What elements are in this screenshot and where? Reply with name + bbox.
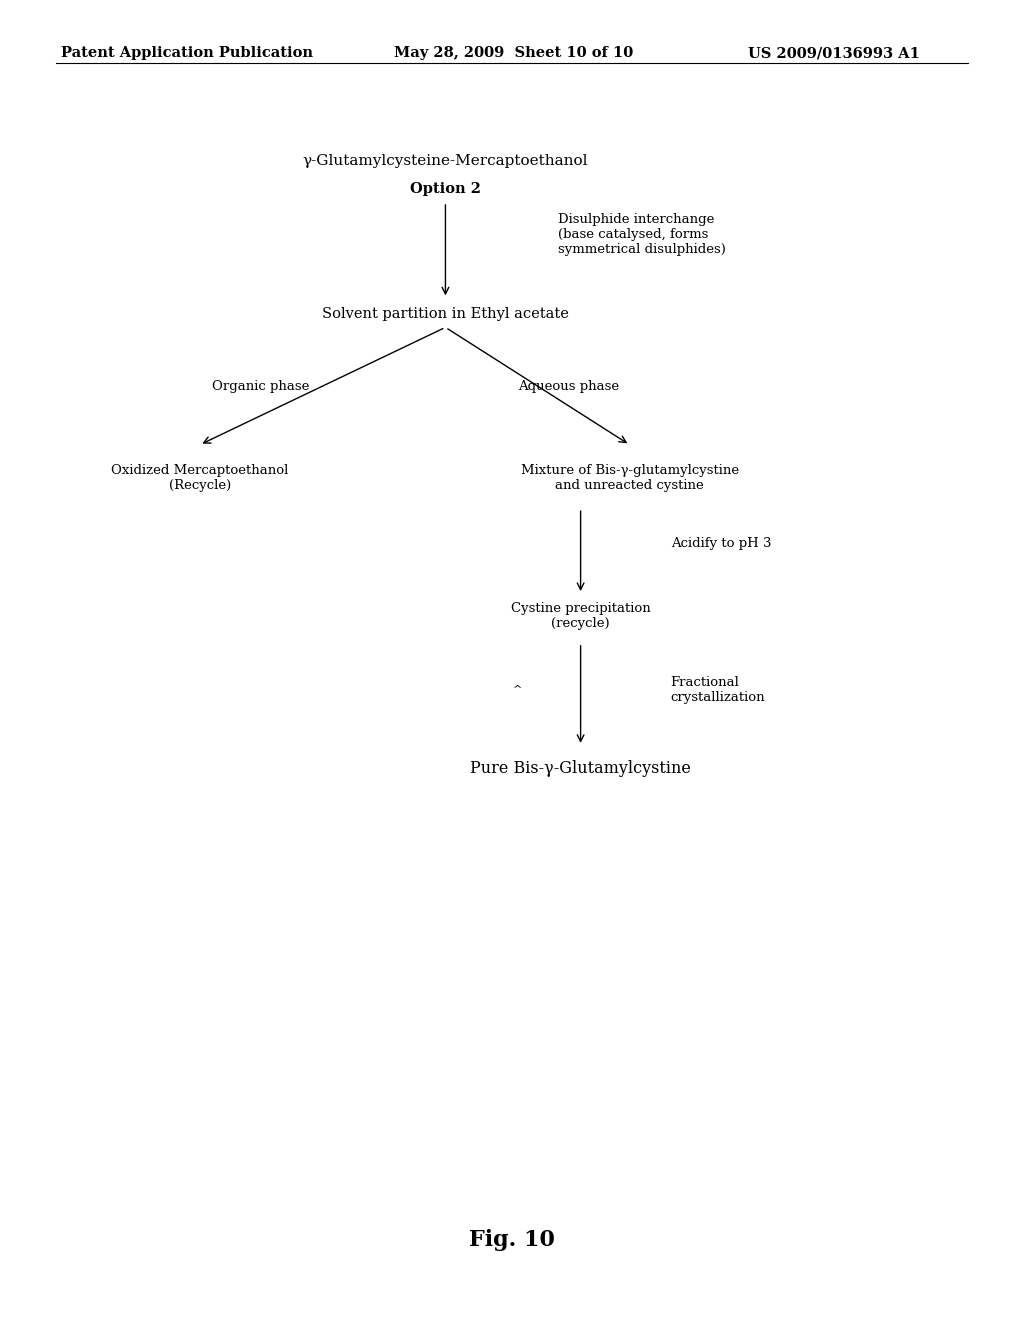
Text: Aqueous phase: Aqueous phase: [518, 380, 618, 393]
Text: Fractional
crystallization: Fractional crystallization: [671, 676, 765, 705]
Text: Solvent partition in Ethyl acetate: Solvent partition in Ethyl acetate: [322, 308, 569, 321]
Text: US 2009/0136993 A1: US 2009/0136993 A1: [748, 46, 920, 61]
Text: Mixture of Bis-γ-glutamylcystine
and unreacted cystine: Mixture of Bis-γ-glutamylcystine and unr…: [520, 463, 739, 492]
Text: Acidify to pH 3: Acidify to pH 3: [671, 537, 771, 550]
Text: Patent Application Publication: Patent Application Publication: [61, 46, 313, 61]
Text: Fig. 10: Fig. 10: [469, 1229, 555, 1251]
Text: Cystine precipitation
(recycle): Cystine precipitation (recycle): [511, 602, 650, 631]
Text: Disulphide interchange
(base catalysed, forms
symmetrical disulphides): Disulphide interchange (base catalysed, …: [558, 214, 726, 256]
Text: ^: ^: [512, 685, 522, 696]
Text: Pure Bis-γ-Glutamylcystine: Pure Bis-γ-Glutamylcystine: [470, 760, 691, 776]
Text: May 28, 2009  Sheet 10 of 10: May 28, 2009 Sheet 10 of 10: [394, 46, 634, 61]
Text: Oxidized Mercaptoethanol
(Recycle): Oxidized Mercaptoethanol (Recycle): [111, 463, 289, 492]
Text: γ-Glutamylcysteine-Mercaptoethanol: γ-Glutamylcysteine-Mercaptoethanol: [303, 154, 588, 168]
Text: Organic phase: Organic phase: [212, 380, 310, 393]
Text: Option 2: Option 2: [410, 182, 481, 195]
